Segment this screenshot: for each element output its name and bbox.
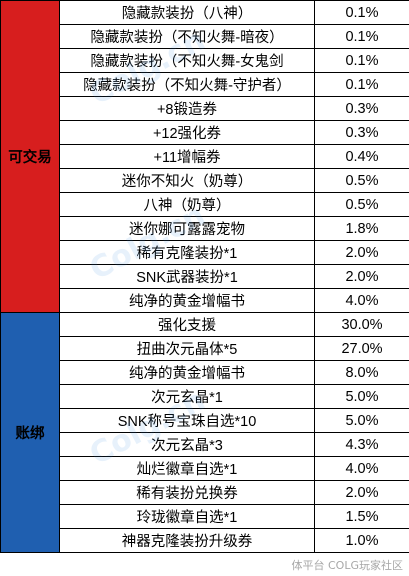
item-name-cell: +8锻造券 bbox=[59, 96, 315, 121]
item-name-cell: SNK武器装扮*1 bbox=[59, 264, 315, 289]
table-row: 隐藏款装扮（不知火舞-暗夜） 0.1% bbox=[1, 24, 409, 49]
table-row: +12强化券 0.3% bbox=[1, 120, 409, 145]
table-row: 次元玄晶*3 4.3% bbox=[1, 432, 409, 457]
category-cell: 可交易 bbox=[0, 0, 60, 313]
drop-rate-cell: 2.0% bbox=[314, 264, 409, 289]
drop-rate-cell: 2.0% bbox=[314, 240, 409, 265]
drop-rate-cell: 4.3% bbox=[314, 432, 409, 457]
drop-rate-cell: 30.0% bbox=[314, 312, 409, 337]
table-row: +11增幅券 0.4% bbox=[1, 144, 409, 169]
table-row: 扭曲次元晶体*5 27.0% bbox=[1, 336, 409, 361]
category-cell: 账绑 bbox=[0, 312, 60, 553]
drop-rate-cell: 0.5% bbox=[314, 168, 409, 193]
drop-rate-cell: 0.5% bbox=[314, 192, 409, 217]
drop-rate-cell: 4.0% bbox=[314, 456, 409, 481]
table-row: 迷你娜可露露宠物 1.8% bbox=[1, 216, 409, 241]
table-row: 神器克隆装扮升级券 1.0% bbox=[1, 528, 409, 553]
item-name-cell: +12强化券 bbox=[59, 120, 315, 145]
table-row: 稀有装扮兑换券 2.0% bbox=[1, 480, 409, 505]
drop-rate-cell: 0.1% bbox=[314, 72, 409, 97]
drop-rate-cell: 0.1% bbox=[314, 24, 409, 49]
item-name-cell: 神器克隆装扮升级券 bbox=[59, 528, 315, 553]
drop-rate-cell: 5.0% bbox=[314, 408, 409, 433]
item-name-cell: 强化支援 bbox=[59, 312, 315, 337]
table-row: 隐藏款装扮（不知火舞-守护者） 0.1% bbox=[1, 72, 409, 97]
item-name-cell: 迷你不知火（奶尊） bbox=[59, 168, 315, 193]
table-row: 次元玄晶*1 5.0% bbox=[1, 384, 409, 409]
table-row: 纯净的黄金增幅书 4.0% bbox=[1, 288, 409, 313]
table-row: SNK武器装扮*1 2.0% bbox=[1, 264, 409, 289]
item-name-cell: 隐藏款装扮（八神） bbox=[59, 0, 315, 25]
drop-rate-table-body: 可交易 隐藏款装扮（八神） 0.1% 隐藏款装扮（不知火舞-暗夜） 0.1% 隐藏款装扮（… bbox=[0, 0, 409, 553]
item-name-cell: 纯净的黄金增幅书 bbox=[59, 360, 315, 385]
table-row: 纯净的黄金增幅书 8.0% bbox=[1, 360, 409, 385]
item-name-cell: 玲珑徽章自选*1 bbox=[59, 504, 315, 529]
drop-rate-cell: 27.0% bbox=[314, 336, 409, 361]
site-watermark: 体平台 COLG玩家社区 bbox=[291, 559, 404, 572]
drop-rate-cell: 8.0% bbox=[314, 360, 409, 385]
drop-rate-cell: 2.0% bbox=[314, 480, 409, 505]
drop-rate-cell: 0.1% bbox=[314, 0, 409, 25]
item-name-cell: 次元玄晶*1 bbox=[59, 384, 315, 409]
item-name-cell: 扭曲次元晶体*5 bbox=[59, 336, 315, 361]
table-row: 八神（奶尊） 0.5% bbox=[1, 192, 409, 217]
drop-rate-cell: 1.8% bbox=[314, 216, 409, 241]
table-row: 灿烂徽章自选*1 4.0% bbox=[1, 456, 409, 481]
drop-rate-cell: 1.0% bbox=[314, 528, 409, 553]
item-name-cell: 灿烂徽章自选*1 bbox=[59, 456, 315, 481]
drop-rate-cell: 1.5% bbox=[314, 504, 409, 529]
drop-rate-cell: 0.3% bbox=[314, 120, 409, 145]
drop-rate-table: 可交易 隐藏款装扮（八神） 0.1% 隐藏款装扮（不知火舞-暗夜） 0.1% 隐藏款装扮（… bbox=[0, 0, 409, 553]
table-row: SNK称号宝珠自选*10 5.0% bbox=[1, 408, 409, 433]
item-name-cell: 稀有克隆装扮*1 bbox=[59, 240, 315, 265]
item-name-cell: 八神（奶尊） bbox=[59, 192, 315, 217]
item-name-cell: 隐藏款装扮（不知火舞-守护者） bbox=[59, 72, 315, 97]
table-row: 稀有克隆装扮*1 2.0% bbox=[1, 240, 409, 265]
item-name-cell: +11增幅券 bbox=[59, 144, 315, 169]
drop-rate-cell: 4.0% bbox=[314, 288, 409, 313]
drop-rate-cell: 0.1% bbox=[314, 48, 409, 73]
item-name-cell: 隐藏款装扮（不知火舞-女鬼剑 bbox=[59, 48, 315, 73]
item-name-cell: 纯净的黄金增幅书 bbox=[59, 288, 315, 313]
item-name-cell: SNK称号宝珠自选*10 bbox=[59, 408, 315, 433]
drop-rate-cell: 0.4% bbox=[314, 144, 409, 169]
item-name-cell: 迷你娜可露露宠物 bbox=[59, 216, 315, 241]
item-name-cell: 隐藏款装扮（不知火舞-暗夜） bbox=[59, 24, 315, 49]
table-row: 隐藏款装扮（不知火舞-女鬼剑 0.1% bbox=[1, 48, 409, 73]
table-row: 迷你不知火（奶尊） 0.5% bbox=[1, 168, 409, 193]
table-row: +8锻造券 0.3% bbox=[1, 96, 409, 121]
drop-rate-cell: 0.3% bbox=[314, 96, 409, 121]
item-name-cell: 稀有装扮兑换券 bbox=[59, 480, 315, 505]
item-name-cell: 次元玄晶*3 bbox=[59, 432, 315, 457]
table-row: 可交易 隐藏款装扮（八神） 0.1% bbox=[0, 0, 409, 313]
table-row: 账绑 强化支援 30.0% bbox=[0, 312, 409, 553]
drop-rate-cell: 5.0% bbox=[314, 384, 409, 409]
table-row: 玲珑徽章自选*1 1.5% bbox=[1, 504, 409, 529]
